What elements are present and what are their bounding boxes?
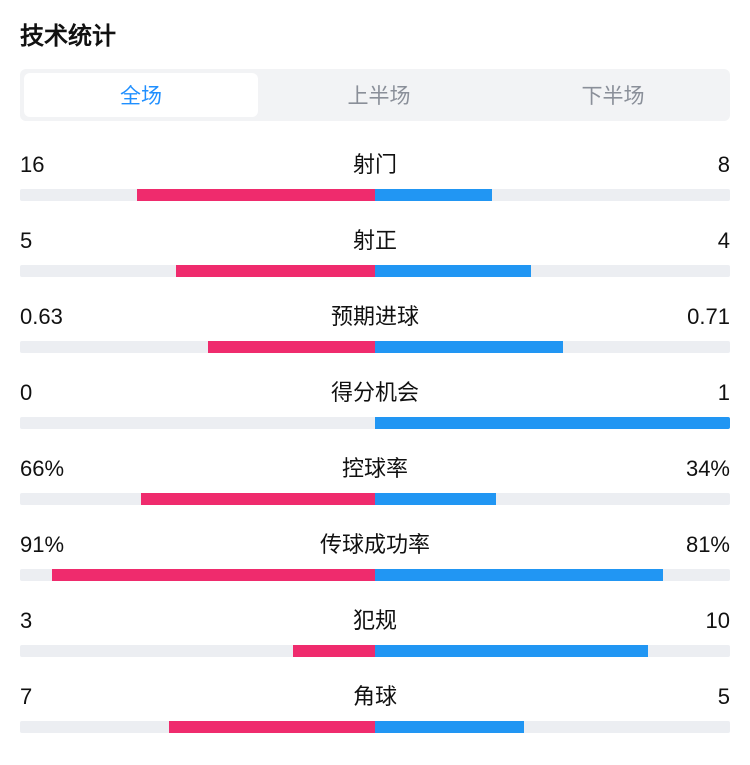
bar-right-track [375,417,730,429]
bar-right-track [375,189,730,201]
stat-left-value: 91% [20,532,80,558]
stat-row: 0得分机会1 [20,375,730,429]
bar-left-track [20,569,375,581]
bar-left-fill [293,645,375,657]
bar-right-fill [375,645,648,657]
bar-left-track [20,265,375,277]
stat-label: 角球 [80,679,670,711]
bar-right-track [375,645,730,657]
stat-right-value: 1 [670,380,730,406]
bar-right-fill [375,341,563,353]
period-tabs: 全场 上半场 下半场 [20,69,730,121]
stat-right-value: 8 [670,152,730,178]
stat-label: 射正 [80,223,670,255]
stat-row: 91%传球成功率81% [20,527,730,581]
bar-right-track [375,493,730,505]
bar-right-fill [375,265,531,277]
stat-row: 66%控球率34% [20,451,730,505]
stat-row: 7角球5 [20,679,730,733]
stat-row: 16射门8 [20,147,730,201]
panel-title: 技术统计 [20,16,730,51]
bar-right-fill [375,189,492,201]
tab-first-half[interactable]: 上半场 [262,69,496,121]
bar-right-fill [375,569,663,581]
stat-label: 犯规 [80,603,670,635]
bar-left-fill [176,265,375,277]
bar-left-fill [52,569,375,581]
stats-list: 16射门85射正40.63预期进球0.710得分机会166%控球率34%91%传… [20,147,730,733]
bar-left-fill [208,341,375,353]
stat-row: 0.63预期进球0.71 [20,299,730,353]
stat-left-value: 3 [20,608,80,634]
stat-right-value: 0.71 [670,304,730,330]
stat-right-value: 81% [670,532,730,558]
stat-right-value: 34% [670,456,730,482]
stat-header: 7角球5 [20,679,730,711]
bar-right-fill [375,493,496,505]
stat-header: 3犯规10 [20,603,730,635]
stat-bar [20,721,730,733]
stat-row: 5射正4 [20,223,730,277]
stat-header: 0得分机会1 [20,375,730,407]
bar-right-fill [375,417,730,429]
stat-left-value: 0 [20,380,80,406]
stat-header: 0.63预期进球0.71 [20,299,730,331]
bar-right-track [375,341,730,353]
stat-right-value: 4 [670,228,730,254]
bar-left-track [20,189,375,201]
bar-right-track [375,265,730,277]
stat-bar [20,569,730,581]
bar-left-fill [169,721,375,733]
bar-left-fill [137,189,375,201]
bar-left-track [20,721,375,733]
stat-bar [20,417,730,429]
bar-left-track [20,417,375,429]
bar-left-track [20,493,375,505]
stat-label: 射门 [80,147,670,179]
stat-bar [20,265,730,277]
stat-header: 91%传球成功率81% [20,527,730,559]
stat-header: 16射门8 [20,147,730,179]
tab-second-half[interactable]: 下半场 [496,69,730,121]
tab-label: 全场 [120,80,162,110]
tab-full[interactable]: 全场 [24,73,258,117]
stat-bar [20,341,730,353]
stat-bar [20,493,730,505]
stat-left-value: 0.63 [20,304,80,330]
stat-left-value: 16 [20,152,80,178]
bar-right-track [375,569,730,581]
stat-header: 5射正4 [20,223,730,255]
bar-right-fill [375,721,524,733]
stat-left-value: 5 [20,228,80,254]
tab-label: 上半场 [348,80,411,110]
stat-row: 3犯规10 [20,603,730,657]
bar-left-fill [141,493,375,505]
stat-left-value: 66% [20,456,80,482]
stat-label: 控球率 [80,451,670,483]
tab-label: 下半场 [582,80,645,110]
bar-right-track [375,721,730,733]
bar-left-track [20,645,375,657]
stat-bar [20,189,730,201]
stat-label: 预期进球 [80,299,670,331]
stat-bar [20,645,730,657]
stat-left-value: 7 [20,684,80,710]
stat-label: 得分机会 [80,375,670,407]
stat-label: 传球成功率 [80,527,670,559]
stat-right-value: 10 [670,608,730,634]
stat-header: 66%控球率34% [20,451,730,483]
stat-right-value: 5 [670,684,730,710]
bar-left-track [20,341,375,353]
stats-panel: 技术统计 全场 上半场 下半场 16射门85射正40.63预期进球0.710得分… [0,0,750,733]
